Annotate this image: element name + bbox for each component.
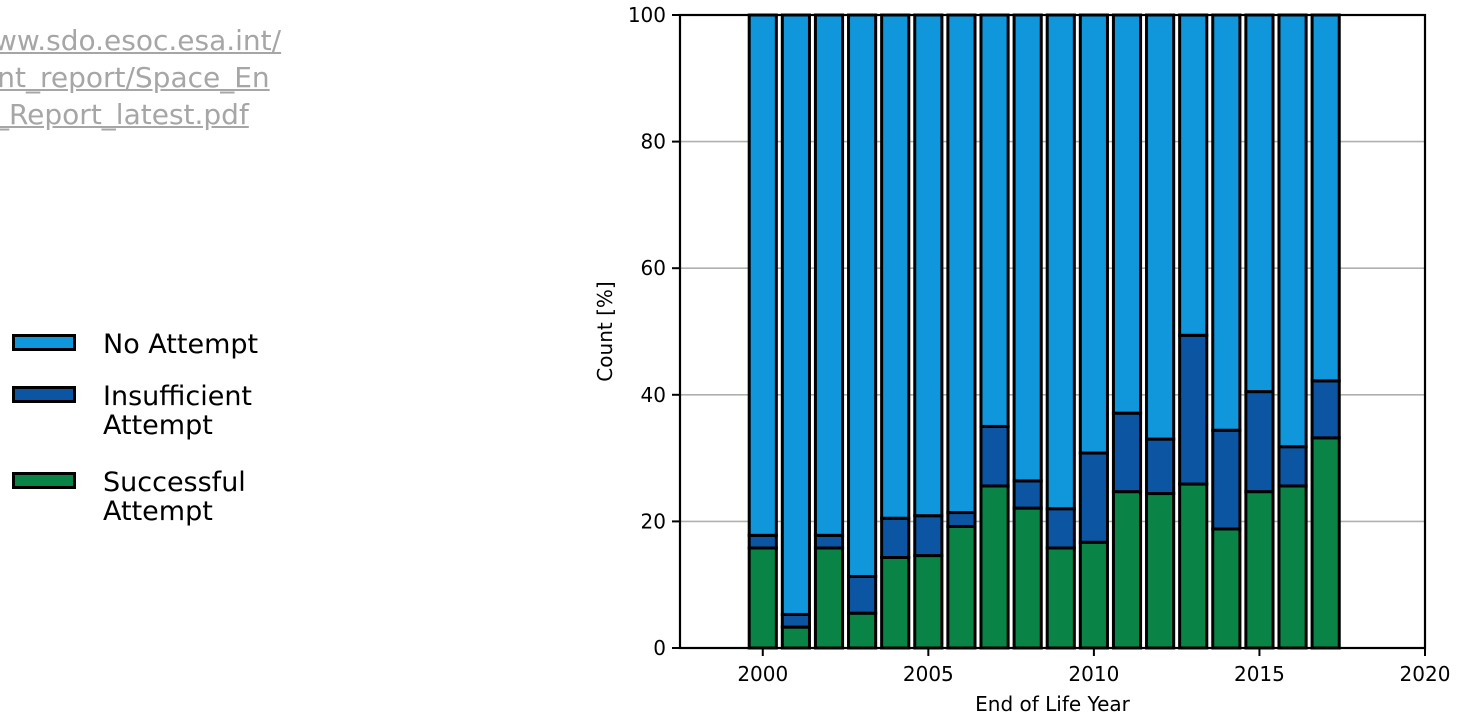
legend-item-successful-attempt: Successful Attempt	[12, 468, 323, 526]
bar-segment	[1145, 13, 1176, 441]
legend-item-no-attempt: No Attempt	[12, 330, 323, 359]
legend-swatch-insufficient-attempt	[12, 386, 76, 403]
bar-segment	[913, 554, 944, 650]
bar-segment	[747, 533, 778, 550]
bar-segment	[813, 533, 845, 550]
bar-segment	[1045, 546, 1076, 650]
bar-segment	[1211, 428, 1242, 531]
bar-segment	[1111, 411, 1143, 494]
legend-label-successful-attempt: Successful Attempt	[103, 467, 246, 527]
bar-segment	[880, 13, 911, 520]
bar-segment	[1178, 333, 1209, 486]
bar-segment	[1145, 437, 1176, 496]
bar-segment	[946, 13, 977, 515]
bar-segment	[1211, 527, 1242, 650]
bar-segment	[1012, 479, 1043, 510]
bar-segment	[780, 612, 811, 629]
x-tick-label: 2010	[1068, 662, 1119, 686]
legend-swatch-no-attempt	[12, 334, 76, 351]
y-tick-label: 100	[628, 3, 666, 27]
bar-segment	[847, 611, 878, 650]
bar-segment	[1277, 484, 1308, 650]
bar-segment	[946, 511, 977, 528]
bar-segment	[1277, 445, 1308, 488]
bar-segment	[1211, 13, 1242, 432]
bar-segment	[847, 13, 878, 578]
bar-segment	[813, 13, 845, 537]
bar-segment	[747, 13, 778, 537]
source-link-line-2[interactable]: ent_report/Space_En	[0, 61, 270, 94]
bar-segment	[1045, 507, 1076, 550]
x-tick-label: 2000	[737, 662, 788, 686]
bar-segment	[1178, 13, 1209, 337]
y-tick-label: 60	[641, 256, 666, 280]
bar-segment	[880, 555, 911, 650]
bar-segment	[813, 546, 845, 650]
bar-segment	[1111, 13, 1143, 415]
bar-segment	[1012, 506, 1043, 650]
source-link-line-1[interactable]: ww.sdo.esoc.esa.int/	[0, 24, 282, 57]
bar-segment	[1078, 13, 1109, 455]
source-link[interactable]: ww.sdo.esoc.esa.int/ ent_report/Space_En…	[0, 22, 420, 133]
bar-segment	[747, 546, 778, 650]
bar-segment	[1078, 540, 1109, 650]
bar-segment	[1045, 13, 1076, 511]
x-tick-label: 2005	[903, 662, 954, 686]
bar-segment	[1244, 490, 1275, 650]
bar-segment	[979, 484, 1010, 650]
bar-segment	[979, 424, 1010, 488]
y-tick-label: 40	[641, 383, 666, 407]
x-tick-label: 2015	[1234, 662, 1285, 686]
bar-segment	[1078, 451, 1109, 544]
bar-segment	[1244, 390, 1275, 494]
bar-segment	[880, 516, 911, 559]
bar-segment	[780, 13, 811, 616]
bar-segment	[1111, 490, 1143, 650]
bar-segment	[1310, 436, 1341, 650]
legend-item-insufficient-attempt: Insufficient Attempt	[12, 382, 323, 440]
bar-segment	[979, 13, 1010, 428]
bar-segment	[946, 524, 977, 650]
y-tick-label: 20	[641, 509, 666, 533]
legend-swatch-successful-attempt	[12, 472, 76, 489]
stacked-bar-chart: 0 20 40 60 80 100 2000 2005 2010 2015 2020 End of L…	[593, 3, 1451, 716]
plot-frame	[678, 13, 1427, 650]
legend-label-insufficient-attempt: Insufficient Attempt	[103, 381, 253, 441]
y-tick-label: 80	[641, 130, 666, 154]
bar-segment	[1012, 13, 1043, 483]
bar-segment	[913, 514, 944, 558]
bar-segment	[1178, 482, 1209, 650]
bar-segment	[847, 574, 878, 615]
legend-label-no-attempt: No Attempt	[103, 329, 259, 360]
bar-segment	[1277, 13, 1308, 449]
bar-segment	[1145, 492, 1176, 650]
bar-segment	[1310, 379, 1341, 440]
source-link-line-3[interactable]: t_Report_latest.pdf	[0, 98, 249, 131]
bar-segment	[913, 13, 944, 518]
bar-segment	[780, 625, 811, 650]
bar-segment	[1244, 13, 1275, 394]
y-tick-label: 0	[653, 636, 666, 660]
y-axis-label: Count [%]	[593, 281, 617, 381]
bar-segment	[1310, 13, 1341, 383]
x-axis-label: End of Life Year	[975, 692, 1131, 716]
x-tick-label: 2020	[1400, 662, 1451, 686]
